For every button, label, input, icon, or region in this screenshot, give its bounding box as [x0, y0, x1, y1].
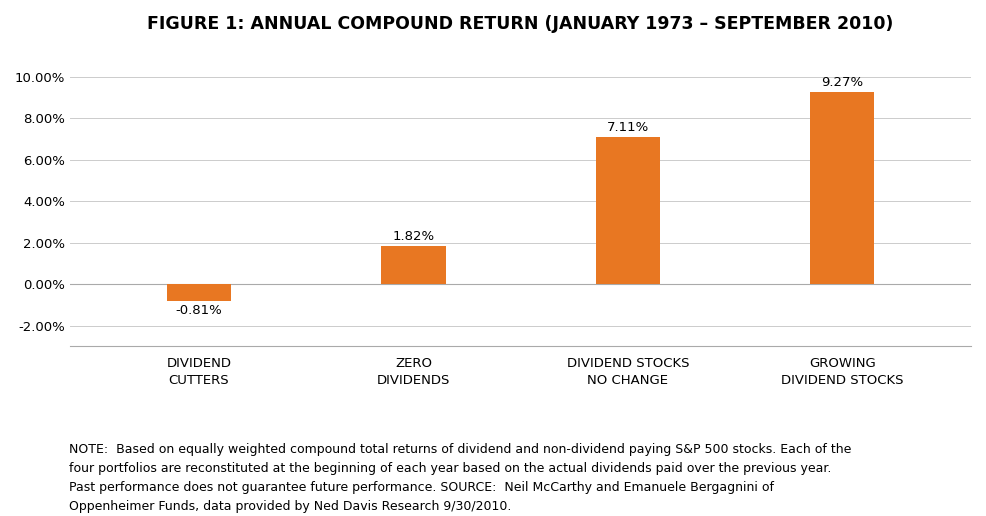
- Title: FIGURE 1: ANNUAL COMPOUND RETURN (JANUARY 1973 – SEPTEMBER 2010): FIGURE 1: ANNUAL COMPOUND RETURN (JANUAR…: [148, 15, 893, 33]
- Text: 1.82%: 1.82%: [392, 230, 435, 244]
- Bar: [810, 92, 875, 284]
- Bar: [596, 137, 660, 284]
- Bar: [382, 247, 446, 284]
- Text: 7.11%: 7.11%: [606, 121, 649, 134]
- Text: -0.81%: -0.81%: [176, 304, 222, 317]
- Text: 9.27%: 9.27%: [821, 76, 864, 89]
- Text: NOTE:  Based on equally weighted compound total returns of dividend and non-divi: NOTE: Based on equally weighted compound…: [69, 443, 851, 513]
- Bar: [167, 284, 231, 301]
